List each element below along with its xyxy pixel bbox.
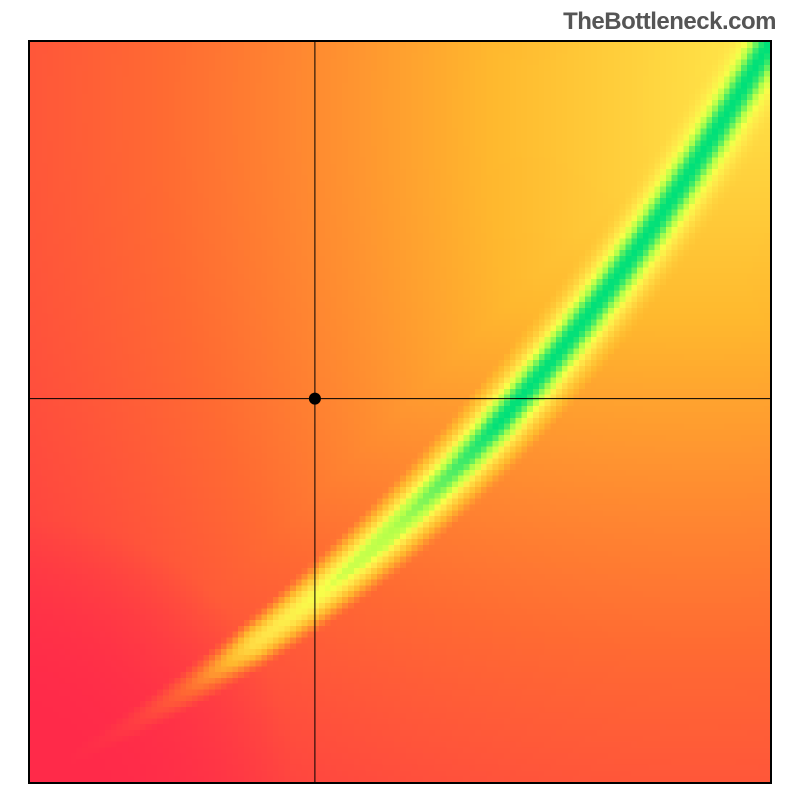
chart-container: TheBottleneck.com — [0, 0, 800, 800]
watermark-text: TheBottleneck.com — [563, 8, 776, 36]
plot-area — [28, 40, 772, 784]
heatmap-canvas — [30, 42, 770, 782]
